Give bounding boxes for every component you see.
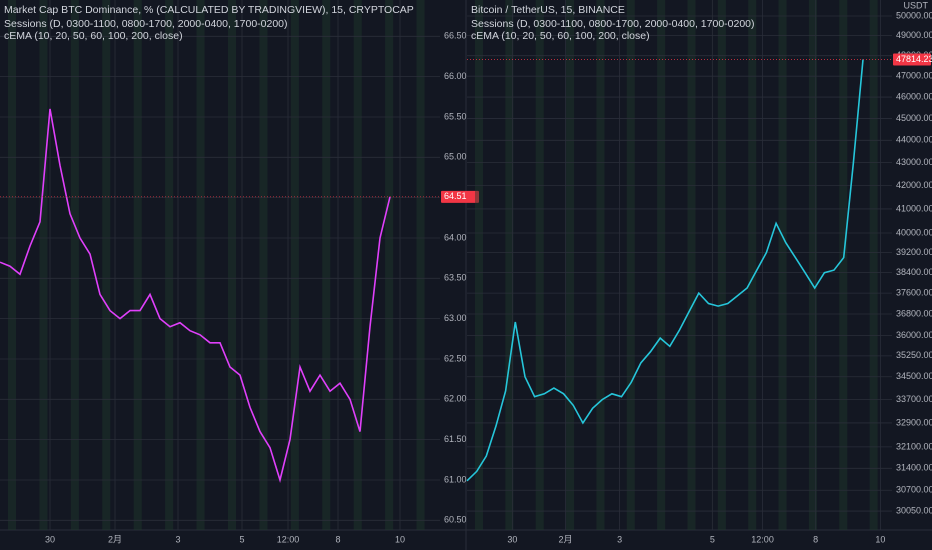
session-stripe: [748, 0, 757, 530]
y-tick-label: 61.00: [444, 474, 467, 484]
session-stripe: [869, 0, 878, 530]
y-tick-label: 62.00: [444, 394, 467, 404]
session-stripe: [687, 0, 696, 530]
unit-label: USDT: [904, 0, 929, 10]
session-stripe: [353, 0, 362, 530]
y-tick-label: 46000.00: [896, 91, 932, 101]
session-stripe: [39, 0, 48, 530]
y-tick-label: 62.50: [444, 353, 467, 363]
session-stripe: [196, 0, 205, 530]
y-tick-label: 42000.00: [896, 180, 932, 190]
y-tick-label: 36800.00: [896, 308, 932, 318]
y-tick-label: 43000.00: [896, 157, 932, 167]
session-stripe: [596, 0, 605, 530]
x-tick-label: 12:00: [277, 534, 300, 544]
session-stripe: [475, 0, 483, 530]
y-tick-label: 63.00: [444, 313, 467, 323]
session-stripe: [102, 0, 111, 530]
y-tick-label: 41000.00: [896, 203, 932, 213]
x-tick-label: 3: [175, 534, 180, 544]
y-tick-label: 50000.00: [896, 10, 932, 20]
session-stripe: [70, 0, 79, 530]
indicator-label: cEMA (10, 20, 50, 60, 100, 200, close): [4, 30, 183, 42]
y-tick-label: 36000.00: [896, 330, 932, 340]
x-tick-label: 5: [710, 534, 715, 544]
last-price-label: 64.51: [444, 191, 467, 201]
session-stripe: [778, 0, 787, 530]
price-line: [0, 108, 391, 483]
x-tick-label: 8: [813, 534, 818, 544]
session-stripe: [8, 0, 16, 530]
y-tick-label: 66.00: [444, 71, 467, 81]
last-price-box: [441, 190, 479, 203]
y-tick-label: 31400.00: [896, 463, 932, 473]
session-stripe: [228, 0, 236, 530]
y-tick-label: 65.50: [444, 111, 467, 121]
last-price-box: [893, 53, 931, 66]
session-stripe: [626, 0, 635, 530]
session-stripe: [717, 0, 726, 530]
y-tick-label: 30050.00: [896, 505, 932, 515]
y-tick-label: 30700.00: [896, 485, 932, 495]
session-stripe: [290, 0, 299, 530]
chart-title: Market Cap BTC Dominance, % (CALCULATED …: [4, 4, 414, 16]
y-tick-label: 40000.00: [896, 227, 932, 237]
y-tick-label: 34500.00: [896, 371, 932, 381]
x-tick-label: 12:00: [751, 534, 774, 544]
session-stripe: [259, 0, 268, 530]
y-tick-label: 49000.00: [896, 30, 932, 40]
y-tick-label: 32900.00: [896, 417, 932, 427]
x-tick-label: 30: [45, 534, 55, 544]
x-tick-label: 3: [617, 534, 622, 544]
x-tick-label: 2月: [559, 534, 573, 544]
y-tick-label: 35250.00: [896, 350, 932, 360]
price-line: [466, 59, 864, 482]
indicator-label: cEMA (10, 20, 50, 60, 100, 200, close): [471, 30, 650, 42]
y-tick-label: 47000.00: [896, 71, 932, 81]
y-tick-label: 44000.00: [896, 135, 932, 145]
y-tick-label: 33700.00: [896, 394, 932, 404]
x-tick-label: 2月: [108, 534, 122, 544]
session-stripe: [133, 0, 142, 530]
x-tick-label: 10: [875, 534, 885, 544]
x-tick-label: 30: [507, 534, 517, 544]
session-stripe: [416, 0, 425, 530]
y-tick-label: 61.50: [444, 434, 467, 444]
y-tick-label: 64.00: [444, 232, 467, 242]
x-tick-label: 8: [335, 534, 340, 544]
session-stripe: [657, 0, 666, 530]
y-tick-label: 63.50: [444, 273, 467, 283]
session-stripe: [505, 0, 514, 530]
x-tick-label: 10: [395, 534, 405, 544]
indicator-label: Sessions (D, 0300-1100, 0800-1700, 2000-…: [4, 18, 288, 30]
y-tick-label: 32100.00: [896, 441, 932, 451]
y-tick-label: 45000.00: [896, 113, 932, 123]
session-stripe: [808, 0, 817, 530]
y-tick-label: 37600.00: [896, 287, 932, 297]
chart-title: Bitcoin / TetherUS, 15, BINANCE: [471, 4, 625, 16]
indicator-label: Sessions (D, 0300-1100, 0800-1700, 2000-…: [471, 18, 755, 30]
last-price-label: 47814.23: [896, 54, 932, 64]
session-stripe: [322, 0, 331, 530]
session-stripe: [385, 0, 394, 530]
session-stripe: [566, 0, 575, 530]
y-tick-label: 66.50: [444, 31, 467, 41]
y-tick-label: 60.50: [444, 515, 467, 525]
y-tick-label: 38400.00: [896, 267, 932, 277]
x-tick-label: 5: [239, 534, 244, 544]
y-tick-label: 39200.00: [896, 247, 932, 257]
session-stripe: [165, 0, 174, 530]
y-tick-label: 65.00: [444, 152, 467, 162]
session-stripe: [535, 0, 544, 530]
session-stripe: [839, 0, 848, 530]
